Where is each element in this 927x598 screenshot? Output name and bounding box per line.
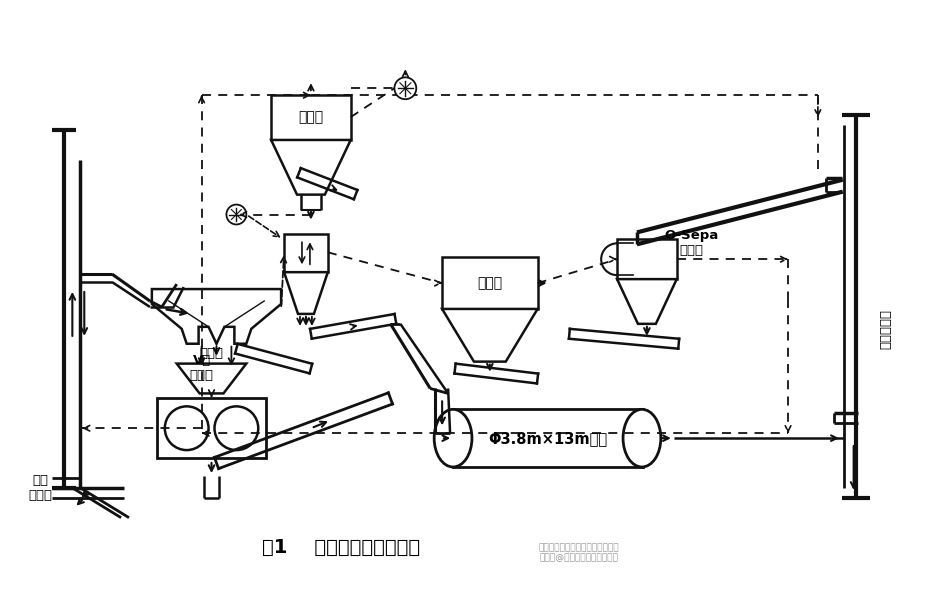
Text: Φ3.8m×13m磨机: Φ3.8m×13m磨机 [488, 431, 606, 446]
FancyBboxPatch shape [157, 398, 266, 458]
Polygon shape [284, 272, 327, 314]
Polygon shape [271, 140, 350, 194]
Text: 辊压机: 辊压机 [199, 347, 223, 360]
FancyBboxPatch shape [271, 95, 350, 140]
FancyBboxPatch shape [452, 410, 642, 467]
FancyBboxPatch shape [284, 234, 327, 272]
Ellipse shape [434, 410, 472, 467]
FancyBboxPatch shape [441, 257, 537, 309]
Text: O-Sepa
选粉机: O-Sepa 选粉机 [664, 230, 718, 257]
Text: 去水泥储库: 去水泥储库 [878, 309, 891, 349]
Ellipse shape [622, 410, 660, 467]
Circle shape [214, 407, 258, 450]
Text: 收尘器: 收尘器 [298, 110, 324, 124]
Polygon shape [441, 309, 537, 362]
Circle shape [394, 77, 416, 99]
Text: 鬼觉供技术服务送水泥助磨剂配方: 鬼觉供技术服务送水泥助磨剂配方 [539, 543, 619, 552]
Text: V型
选粉机: V型 选粉机 [189, 353, 213, 382]
Text: 搜狐号@助磨剂贵州鲜彼送配方: 搜狐号@助磨剂贵州鲜彼送配方 [540, 553, 618, 562]
Text: 收尘器: 收尘器 [476, 276, 502, 290]
Text: 图1    粉磨系统工艺流程图: 图1 粉磨系统工艺流程图 [261, 538, 419, 557]
Text: 来自
配料库: 来自 配料库 [29, 474, 53, 502]
Polygon shape [616, 279, 676, 324]
Circle shape [165, 407, 209, 450]
Polygon shape [176, 364, 246, 393]
FancyBboxPatch shape [616, 239, 676, 279]
Circle shape [226, 205, 246, 224]
Polygon shape [152, 289, 281, 344]
